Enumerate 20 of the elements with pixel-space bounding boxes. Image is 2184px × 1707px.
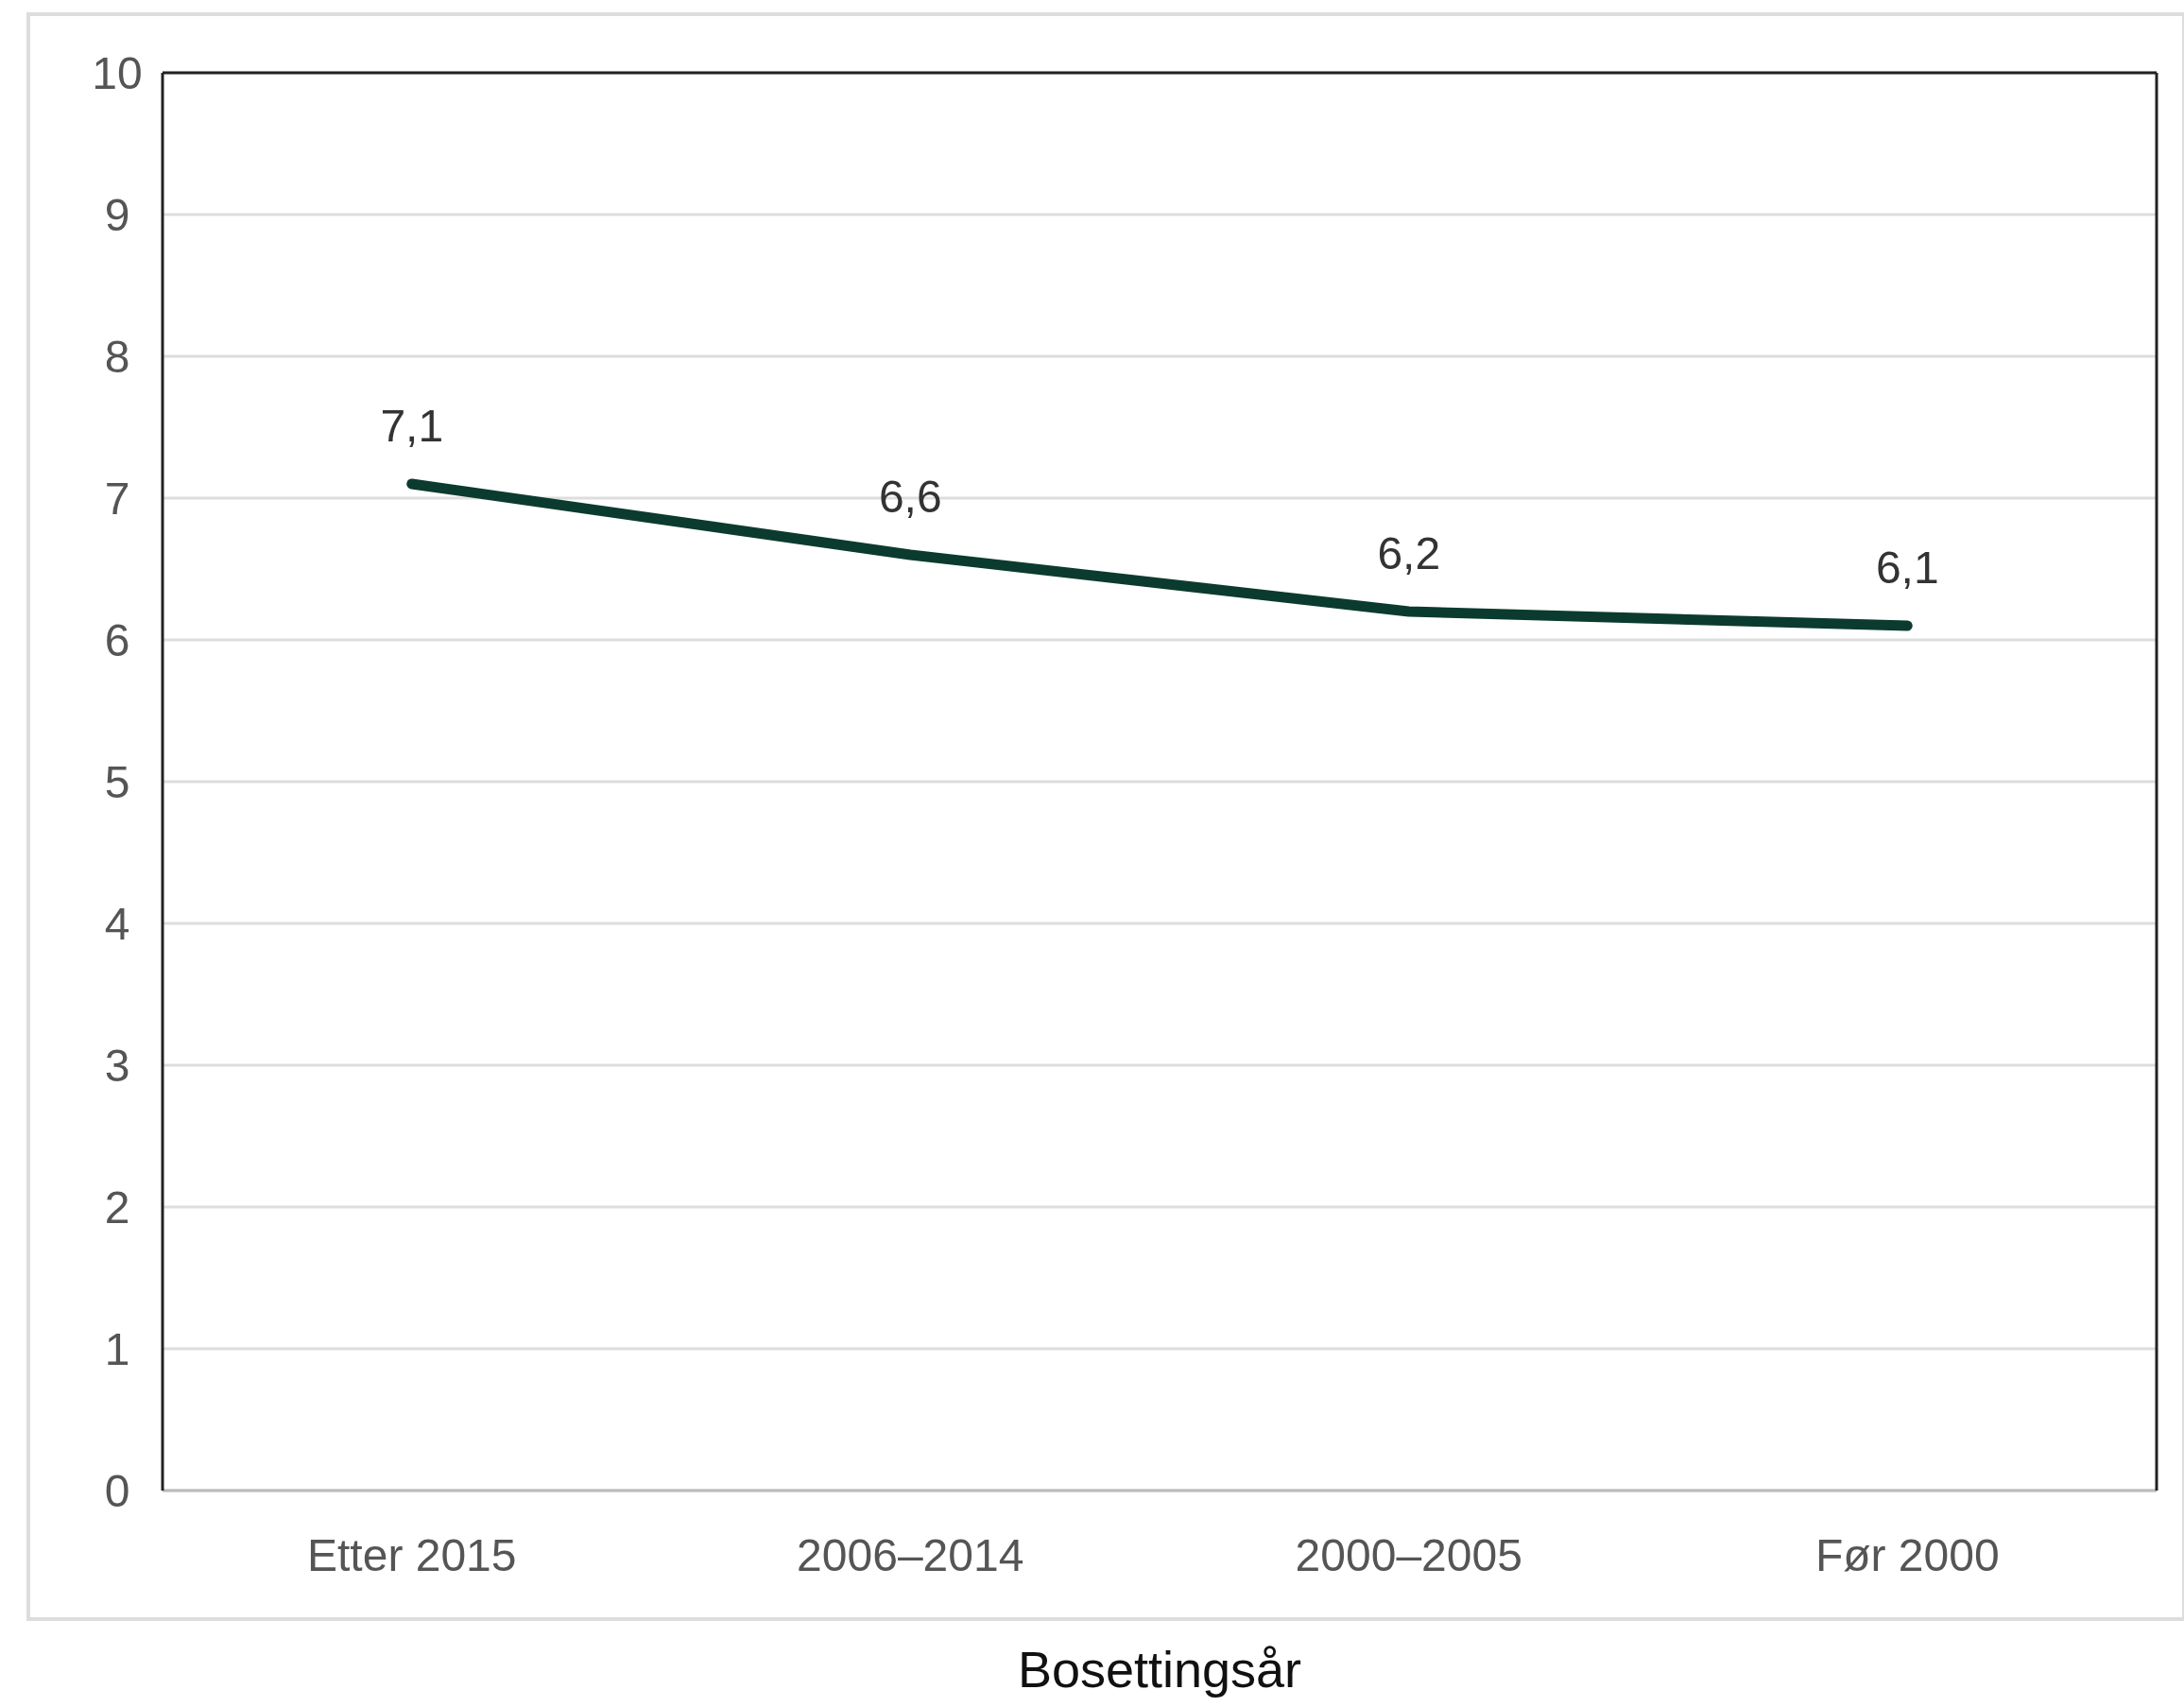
- y-tick-label: 5: [104, 756, 130, 807]
- y-tick-label: 10: [92, 47, 143, 98]
- y-tick-label: 1: [104, 1323, 130, 1374]
- x-tick-label: 2006–2014: [797, 1530, 1024, 1580]
- y-tick-label: 7: [104, 473, 130, 524]
- y-tick-label: 6: [104, 614, 130, 665]
- y-tick-label: 9: [104, 189, 130, 240]
- x-tick-label: Før 2000: [1814, 1530, 2000, 1580]
- data-label: 7,1: [380, 401, 444, 451]
- y-tick-label: 3: [104, 1040, 130, 1091]
- x-axis-title: Bosettingsår: [1017, 1641, 1302, 1698]
- data-label: 6,2: [1377, 528, 1441, 578]
- x-tick-label: Etter 2015: [307, 1530, 517, 1580]
- x-tick-label: 2000–2005: [1295, 1530, 1522, 1580]
- y-tick-label: 8: [104, 331, 130, 382]
- y-tick-label: 4: [104, 898, 130, 949]
- data-label: 6,1: [1875, 543, 1939, 593]
- y-tick-label: 2: [104, 1181, 130, 1233]
- y-tick-label: 0: [104, 1465, 130, 1516]
- data-label: 6,6: [878, 472, 942, 522]
